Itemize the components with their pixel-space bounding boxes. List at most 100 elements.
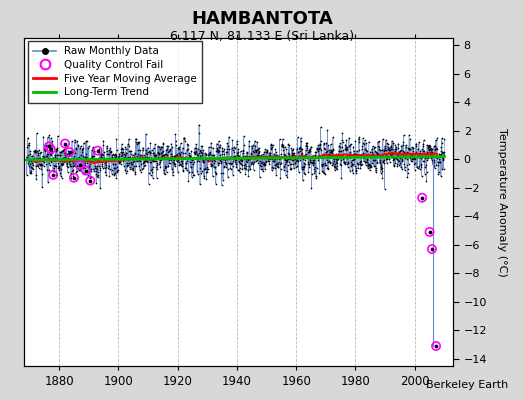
Point [230, 153, 238, 160]
Point [281, 157, 289, 163]
Point [277, 150, 286, 157]
Point [280, 162, 288, 169]
Point [162, 152, 171, 158]
Point [158, 152, 167, 158]
Point [25, 140, 33, 146]
Point [177, 158, 185, 164]
Point [310, 152, 319, 158]
Point [231, 153, 239, 159]
Point [160, 163, 169, 169]
Point [82, 159, 91, 166]
Point [289, 161, 297, 168]
Point [228, 137, 236, 144]
Point [332, 166, 341, 172]
Point [358, 143, 366, 149]
Point [381, 147, 390, 153]
Point [424, 146, 433, 152]
Point [189, 156, 198, 162]
Point [325, 158, 333, 164]
Point [40, 159, 48, 165]
Point [409, 148, 418, 154]
Point [66, 163, 74, 169]
Point [284, 141, 292, 147]
Point [342, 144, 351, 150]
Point [136, 152, 145, 159]
Point [122, 150, 130, 156]
Point [393, 162, 401, 169]
Point [83, 138, 91, 144]
Point [28, 157, 37, 163]
Point [432, 153, 441, 160]
Point [171, 156, 180, 162]
Point [305, 148, 314, 154]
Point [418, 194, 427, 201]
Point [299, 156, 307, 163]
Point [114, 153, 123, 160]
Point [204, 150, 213, 156]
Point [31, 147, 39, 154]
Point [166, 160, 174, 166]
Point [388, 149, 397, 156]
Point [314, 146, 323, 152]
Point [346, 142, 355, 148]
Point [64, 151, 73, 157]
Point [295, 154, 303, 160]
Point [111, 154, 119, 160]
Point [144, 155, 152, 161]
Point [148, 157, 156, 164]
Point [224, 153, 232, 160]
Point [211, 157, 219, 164]
Point [309, 162, 318, 168]
Point [109, 160, 117, 167]
Point [430, 157, 439, 163]
Point [97, 151, 106, 158]
Point [196, 164, 204, 171]
Point [415, 163, 423, 170]
Point [336, 140, 344, 146]
Point [93, 166, 102, 172]
Point [363, 157, 371, 163]
Point [401, 154, 410, 160]
Point [306, 157, 314, 163]
Point [190, 151, 199, 157]
Point [432, 343, 440, 349]
Point [380, 185, 389, 192]
Point [129, 162, 138, 169]
Point [276, 161, 284, 167]
Point [183, 146, 191, 153]
Point [360, 151, 368, 158]
Point [345, 135, 353, 141]
Point [40, 162, 48, 169]
Point [70, 162, 79, 168]
Point [380, 160, 388, 166]
Point [322, 148, 331, 154]
Point [135, 162, 143, 169]
Point [123, 162, 132, 169]
Point [428, 146, 436, 152]
Point [287, 165, 295, 171]
Point [402, 156, 411, 162]
Point [110, 171, 118, 178]
Point [199, 147, 208, 154]
Point [299, 166, 308, 172]
Point [215, 157, 224, 163]
Point [165, 156, 173, 162]
Point [358, 135, 367, 141]
Point [412, 164, 421, 170]
Point [433, 159, 442, 165]
Point [193, 168, 201, 174]
Point [382, 152, 390, 158]
Point [77, 162, 85, 168]
Point [190, 148, 199, 155]
Point [225, 154, 234, 160]
Point [63, 164, 72, 170]
Point [89, 166, 97, 172]
Point [341, 158, 349, 165]
Point [425, 146, 434, 153]
Point [28, 160, 37, 166]
Point [355, 146, 364, 153]
Point [88, 152, 96, 159]
Point [133, 153, 141, 160]
Point [185, 154, 194, 160]
Point [374, 139, 382, 146]
